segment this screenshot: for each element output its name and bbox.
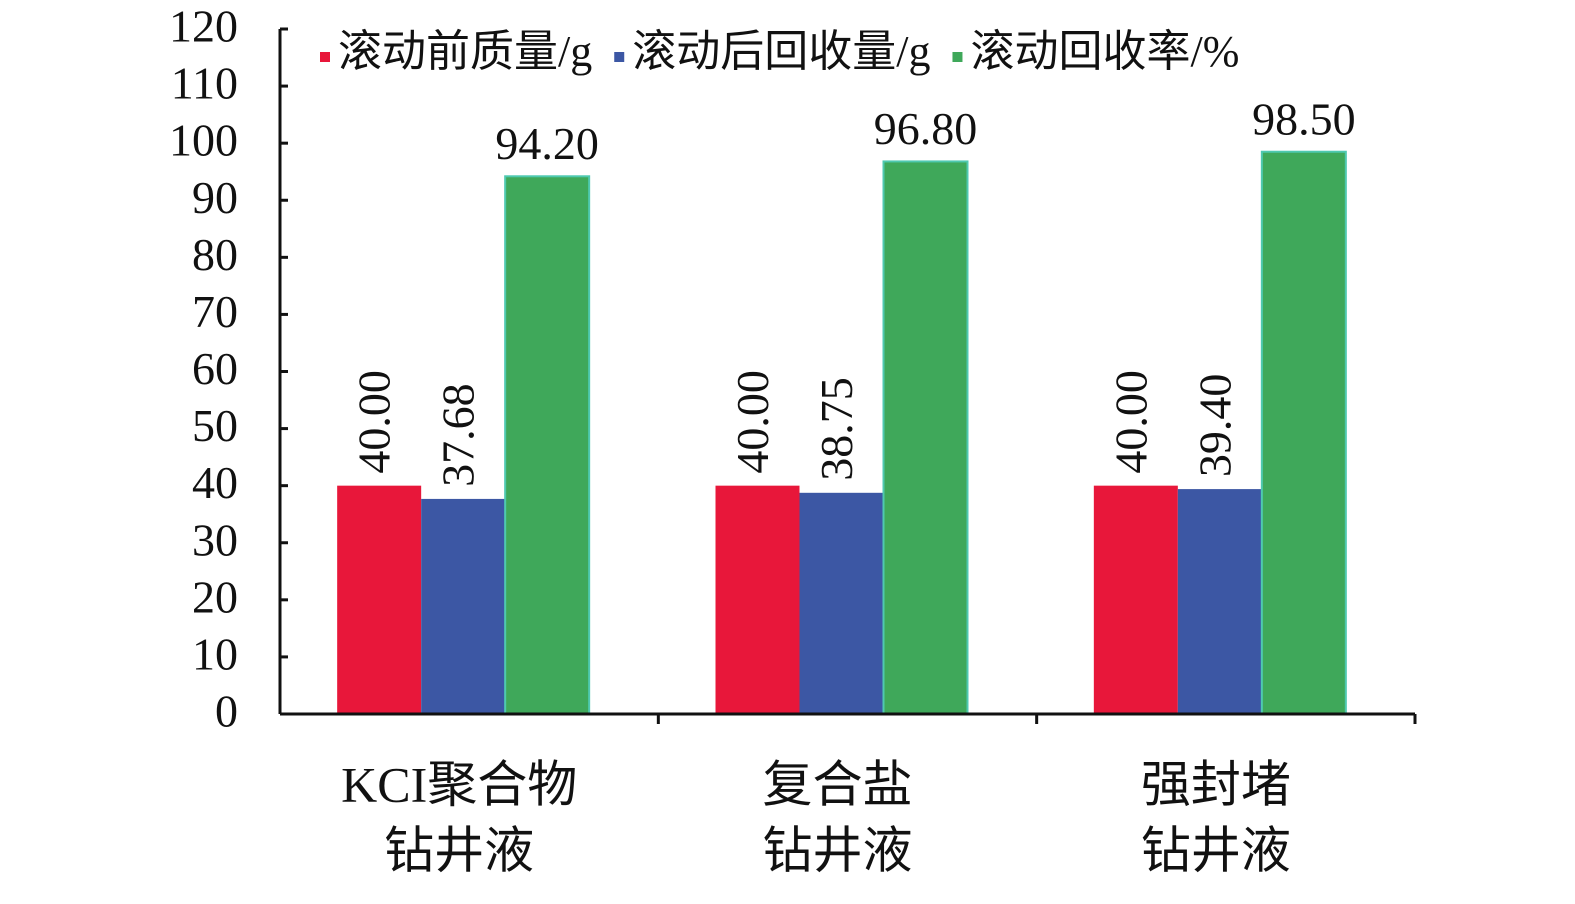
data-label: 37.68 (433, 383, 484, 487)
bar (799, 492, 884, 714)
y-tick-label: 20 (192, 571, 238, 622)
x-tick-label: 复合盐 (763, 756, 913, 812)
x-tick-label: 钻井液 (384, 822, 534, 878)
legend-swatch (320, 52, 330, 62)
y-tick-label: 110 (171, 58, 238, 109)
y-tick-label: 50 (192, 400, 238, 451)
legend-label: 滚动前质量/g (338, 27, 592, 76)
legend-swatch (952, 52, 963, 62)
data-label: 39.40 (1189, 374, 1240, 478)
data-label: 38.75 (811, 377, 862, 481)
data-label: 96.80 (874, 103, 978, 154)
y-tick-label: 90 (192, 172, 238, 223)
bar (882, 160, 969, 715)
data-label: 94.20 (495, 118, 599, 169)
y-tick-label: 70 (192, 286, 238, 337)
y-tick-label: 100 (169, 115, 238, 166)
y-tick-label: 10 (192, 628, 238, 679)
data-label: 40.00 (727, 370, 778, 474)
bar (421, 498, 506, 714)
legend-label: 滚动后回收量/g (632, 27, 930, 76)
x-tick-label: 钻井液 (763, 822, 913, 878)
data-label: 40.00 (349, 370, 400, 474)
bar (715, 485, 800, 714)
x-tick-label: KCI聚合物 (341, 756, 577, 812)
legend-swatch (614, 52, 625, 62)
data-label: 98.50 (1252, 93, 1356, 144)
x-tick-label: 强封堵 (1141, 756, 1291, 812)
bar (337, 485, 422, 714)
bar (1093, 485, 1178, 714)
y-tick-label: 80 (192, 229, 238, 280)
y-tick-label: 40 (192, 457, 238, 508)
legend-label: 滚动回收率/% (970, 27, 1239, 76)
y-tick-label: 0 (215, 686, 238, 737)
y-tick-label: 60 (192, 343, 238, 394)
y-tick-label: 120 (169, 1, 238, 52)
bar (504, 175, 591, 715)
bar (1260, 150, 1347, 715)
data-label: 40.00 (1105, 370, 1156, 474)
bar (1177, 489, 1262, 714)
y-tick-label: 30 (192, 514, 238, 565)
x-tick-label: 钻井液 (1141, 822, 1291, 878)
